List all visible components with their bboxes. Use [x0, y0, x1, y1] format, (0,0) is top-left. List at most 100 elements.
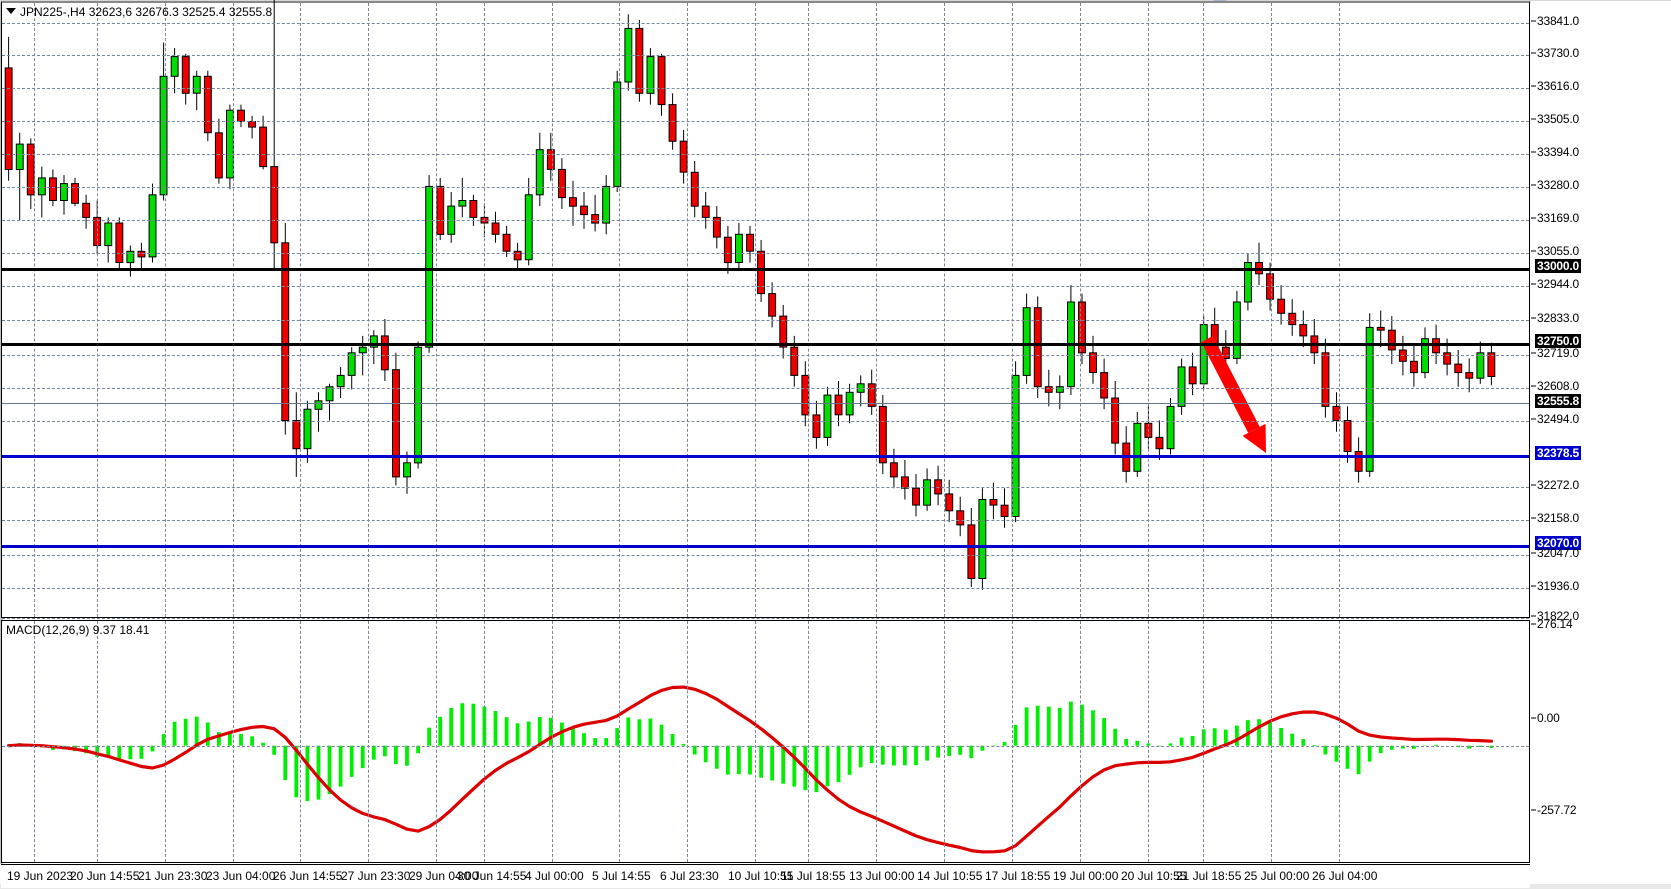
time-axis-label: 19 Jul 00:00 — [1053, 869, 1119, 883]
price-gridline-h — [2, 588, 1529, 589]
time-axis-label: 4 Jul 00:00 — [525, 869, 584, 883]
price-gridline-v — [808, 3, 809, 617]
time-axis-label: 11 Jul 18:55 — [781, 869, 846, 883]
time-axis-label: 23 Jun 04:00 — [206, 869, 276, 883]
price-gridline-h — [2, 520, 1529, 521]
price-gridline-v — [436, 3, 437, 617]
time-axis-label: 19 Jun 2023 — [7, 869, 74, 883]
price-tick-label: 32272.0 — [1537, 478, 1579, 492]
price-tick-label: 33394.0 — [1537, 145, 1579, 159]
price-tick-mark — [1531, 217, 1536, 219]
time-axis-label: 25 Jul 00:00 — [1244, 869, 1310, 883]
price-tick-mark — [1531, 20, 1536, 22]
price-tick-label: 33000.0 — [1535, 259, 1581, 273]
price-tick-mark — [1531, 484, 1536, 486]
price-gridline-v — [944, 3, 945, 617]
price-tick-mark — [1531, 552, 1536, 554]
time-axis[interactable]: 19 Jun 2023 20 Jun 14:55 21 Jun 23:30 23 Ju… — [1, 864, 1530, 888]
macd-gridline-v — [1080, 621, 1081, 862]
macd-gridline-v — [436, 621, 437, 862]
price-gridline-v — [368, 3, 369, 617]
price-gridline-v — [1080, 3, 1081, 617]
price-gridline-v — [755, 3, 756, 617]
macd-tick-label: 0.00 — [1537, 711, 1560, 725]
price-tick-mark — [1531, 118, 1536, 120]
price-gridline-v — [1271, 3, 1272, 617]
macd-gridline-v — [1203, 621, 1204, 862]
price-gridline-h — [2, 121, 1529, 122]
price-tick-label: 32158.0 — [1537, 511, 1579, 525]
macd-tick-label: 276.14 — [1537, 617, 1573, 631]
macd-gridline-v — [755, 621, 756, 862]
price-gridline-h — [2, 421, 1529, 422]
macd-tick-mark — [1531, 623, 1536, 625]
price-gridline-h — [2, 187, 1529, 188]
price-gridline-h — [2, 355, 1529, 356]
time-axis-label: 20 Jul 10:55 — [1121, 869, 1187, 883]
time-axis-label: 6 Jul 23:30 — [660, 869, 719, 883]
macd-zero-line — [2, 746, 1529, 747]
price-gridline-h — [2, 555, 1529, 556]
price-chart-canvas — [4, 0, 1496, 590]
macd-gridline-v — [552, 621, 553, 862]
price-gridline-v — [300, 3, 301, 617]
price-tick-mark — [1531, 517, 1536, 519]
price-gridline-v — [484, 3, 485, 617]
time-axis-label: 5 Jul 14:55 — [592, 869, 651, 883]
price-tick-label: 33280.0 — [1537, 178, 1579, 192]
macd-indicator-label: MACD(12,26,9) 9.37 18.41 — [6, 623, 150, 637]
price-level-support-32378[interactable] — [2, 455, 1529, 458]
price-tick-label: 32719.0 — [1537, 346, 1579, 360]
price-tick-label: 33841.0 — [1537, 14, 1579, 28]
price-chart-panel[interactable]: JPN225-,H4 32623,6 32676.3 32525.4 32555… — [1, 0, 1530, 652]
macd-gridline-v — [97, 621, 98, 862]
time-axis-label: 21 Jul 18:55 — [1176, 869, 1242, 883]
time-axis-label: 30 Jun 14:55 — [457, 869, 527, 883]
price-gridline-v — [34, 3, 35, 617]
macd-gridline-v — [876, 621, 877, 862]
macd-axis[interactable]: 276.14 0.00 -257.72 — [1531, 617, 1671, 863]
down-trend-arrow[interactable] — [1201, 336, 1266, 453]
macd-gridline-v — [1148, 621, 1149, 862]
price-gridline-h — [2, 618, 1529, 619]
time-axis-label: 13 Jul 00:00 — [849, 869, 915, 883]
price-tick-label: 32833.0 — [1537, 311, 1579, 325]
price-tick-mark — [1531, 585, 1536, 587]
macd-gridline-v — [687, 621, 688, 862]
time-axis-label: 27 Jun 23:30 — [341, 869, 411, 883]
macd-tick-mark — [1531, 809, 1536, 811]
price-gridline-v — [233, 3, 234, 617]
time-axis-label: 26 Jun 14:55 — [273, 869, 343, 883]
macd-gridline-v — [808, 621, 809, 862]
macd-panel[interactable]: MACD(12,26,9) 9.37 18.41 — [1, 620, 1530, 863]
price-gridline-h — [2, 55, 1529, 56]
price-level-last-price-32555[interactable] — [2, 403, 1529, 404]
price-gridline-h — [2, 253, 1529, 254]
price-tick-mark — [1531, 615, 1536, 617]
macd-gridline-v — [944, 621, 945, 862]
macd-gridline-v — [165, 621, 166, 862]
macd-chart-canvas — [7, 685, 1494, 854]
price-gridline-h — [2, 286, 1529, 287]
time-axis-label: 26 Jul 04:00 — [1312, 869, 1378, 883]
price-tick-label: 32750.0 — [1535, 334, 1581, 348]
price-gridline-v — [165, 3, 166, 617]
time-axis-label: 21 Jun 23:30 — [138, 869, 208, 883]
price-level-resistance-33000[interactable] — [2, 268, 1529, 271]
price-axis[interactable]: 33841.0 33730.0 33616.0 33505.0 33394.0 33280… — [1531, 1, 1671, 656]
symbol-header: JPN225-,H4 32623,6 32676.3 32525.4 32555… — [6, 5, 272, 19]
price-tick-mark — [1531, 385, 1536, 387]
chevron-down-icon[interactable] — [6, 8, 16, 14]
price-gridline-v — [687, 3, 688, 617]
time-axis-label: 17 Jul 18:55 — [985, 869, 1051, 883]
price-gridline-v — [876, 3, 877, 617]
macd-tick-label: -257.72 — [1537, 803, 1577, 817]
price-tick-mark — [1531, 85, 1536, 87]
price-gridline-v — [552, 3, 553, 617]
price-tick-label: 32944.0 — [1537, 277, 1579, 291]
price-gridline-h — [2, 320, 1529, 321]
price-level-resistance-32750[interactable] — [2, 343, 1529, 346]
price-level-support-32070[interactable] — [2, 545, 1529, 548]
time-axis-label: 29 Jun 04:00 — [409, 869, 479, 883]
